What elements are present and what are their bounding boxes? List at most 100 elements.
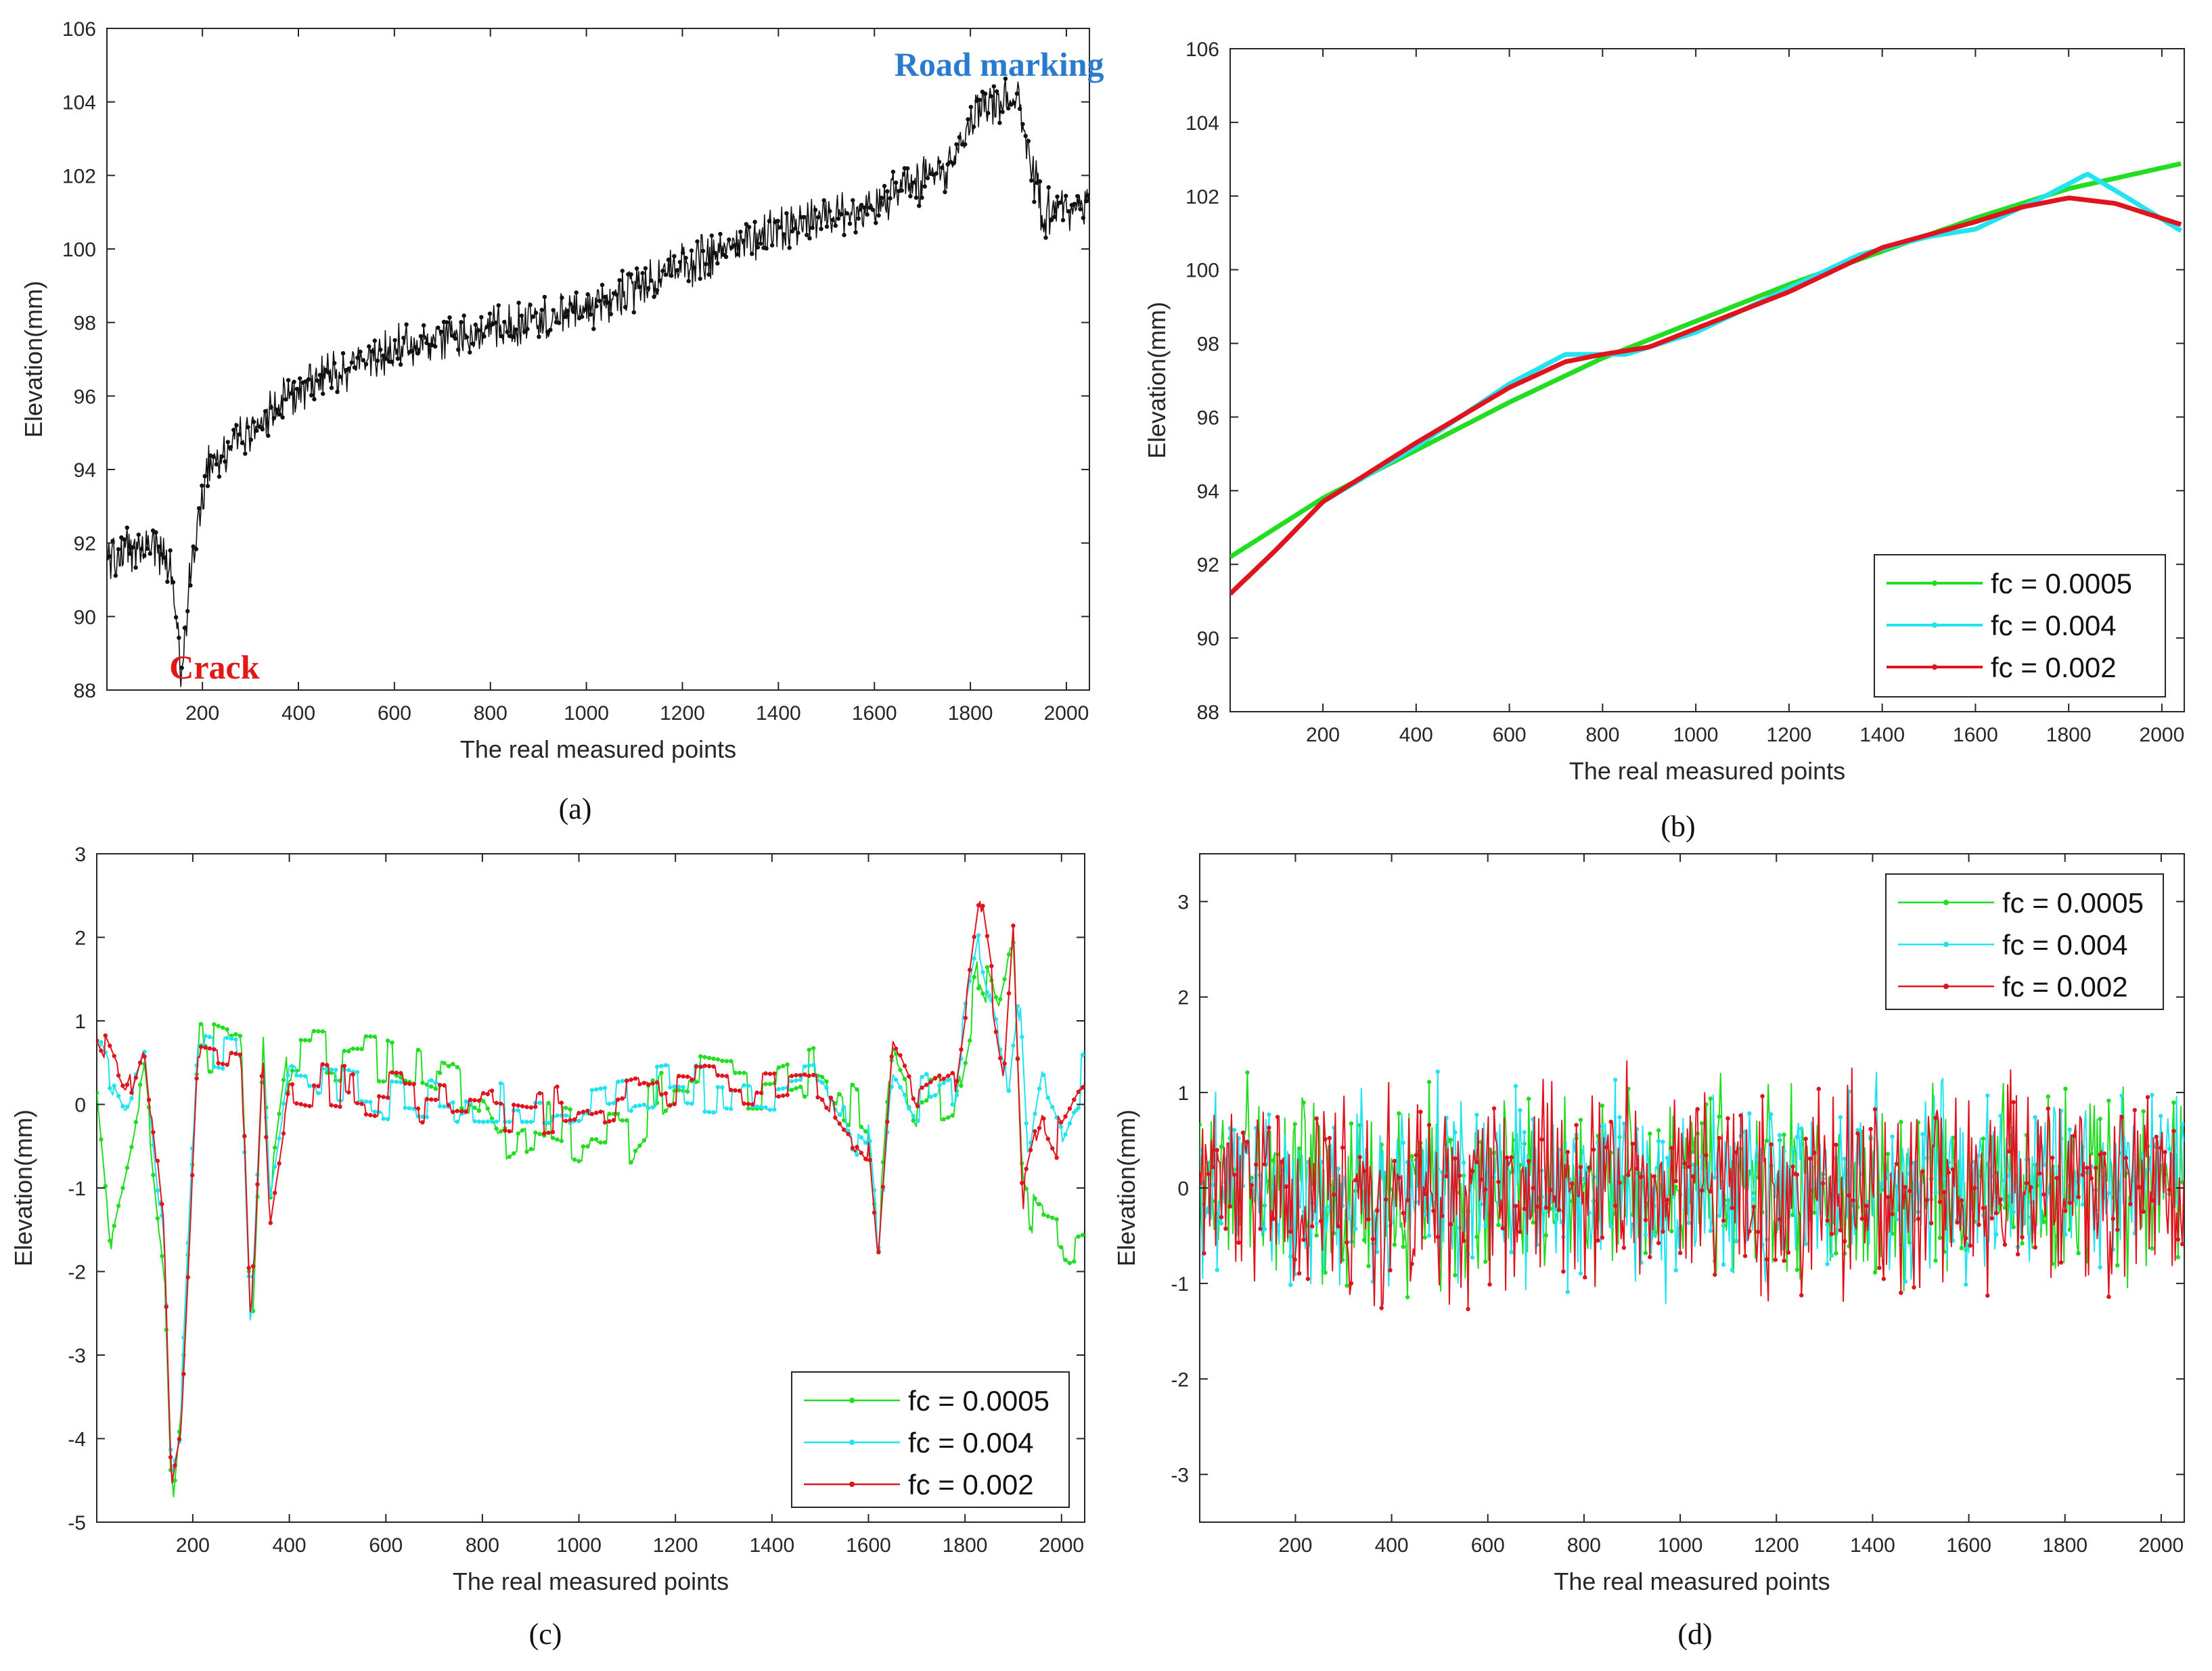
y-axis-label: Elevation(mm) [1112,1109,1140,1266]
data-point [1219,1221,1224,1226]
data-point [1223,1180,1228,1185]
data-point [415,1106,421,1111]
data-point [1977,1222,1981,1227]
data-point [794,1086,798,1091]
data-point [1392,1158,1397,1164]
data-point [841,1127,847,1132]
y-tick-label: 1 [74,1011,86,1033]
data-point [1539,1137,1544,1142]
data-point [1829,1253,1834,1258]
data-point [1565,1149,1570,1155]
data-point [1518,1108,1522,1113]
data-point [1894,1217,1899,1222]
annotation-road-marking: Road marking [895,45,1104,83]
data-point [1305,1277,1311,1281]
data-point [399,1080,403,1084]
data-point [1072,1097,1077,1102]
data-point [1639,1174,1644,1179]
data-point [2089,1176,2094,1181]
data-point [1041,1116,1046,1121]
data-point [607,1101,612,1106]
data-point [2180,1241,2184,1247]
legend-label: fc = 0.0005 [2002,887,2144,919]
y-tick-label: 92 [74,533,96,555]
x-tick-label: 2000 [1044,702,1089,725]
data-point [2046,1094,2050,1099]
data-point [968,105,974,110]
data-point [723,254,729,259]
y-tick-label: -5 [68,1512,86,1534]
data-point [212,1022,217,1027]
data-point [401,336,406,340]
x-tick-label: 200 [185,702,219,725]
data-point [528,1105,534,1110]
data-point [493,320,498,325]
data-point [1843,1156,1847,1162]
data-point [957,135,962,140]
data-point [1734,1150,1739,1155]
data-point [1409,1153,1414,1159]
data-point [972,934,976,940]
data-point [837,1112,842,1117]
data-point [905,166,910,171]
panel-caption: (b) [1661,810,1695,843]
data-point [801,214,807,220]
data-point [375,359,380,363]
data-point [311,1028,317,1034]
legend-label: fc = 0.004 [1991,610,2117,641]
data-point [363,1034,369,1039]
data-point [1466,1306,1470,1312]
data-point [937,1083,942,1089]
data-point [562,315,567,319]
data-point [1903,1185,1908,1190]
data-point [385,1117,390,1122]
data-point [963,1015,968,1020]
data-point [977,97,982,102]
data-point [1080,1085,1085,1090]
data-point [455,1119,459,1124]
x-axis-label: The real measured points [1554,1567,1830,1595]
data-point [2050,1155,2055,1160]
data-point [234,423,239,428]
data-point [1280,1159,1284,1164]
data-point [637,1103,642,1108]
x-tick-label: 1400 [1859,724,1905,746]
x-tick-label: 1400 [1850,1534,1895,1557]
data-point [706,1063,712,1069]
data-point [1946,1170,1951,1175]
data-point [2137,1185,2142,1190]
data-point [580,315,585,319]
data-point [2171,1100,2176,1105]
data-point [985,934,990,938]
data-point [197,506,202,511]
data-point [993,994,999,1000]
data-point [2033,1245,2037,1250]
data-point [650,1081,655,1086]
data-point [732,243,738,248]
data-point [433,1097,438,1102]
data-point [338,374,342,380]
data-point [1669,1145,1674,1151]
data-point [481,1120,486,1124]
data-point [859,1151,864,1155]
data-point [323,367,328,372]
data-point [1989,1216,1994,1221]
data-layer [1200,1060,2184,1312]
data-point [539,307,544,313]
data-point [225,440,230,444]
data-point [594,1110,599,1116]
data-point [1872,1107,1878,1112]
data-point [154,530,158,535]
data-point [585,292,590,297]
data-point [715,1084,721,1090]
x-tick-label: 800 [1567,1534,1601,1557]
data-point [420,1120,425,1125]
data-point [754,1104,759,1109]
data-point [842,233,847,237]
data-point [1006,991,1012,996]
data-point [1673,1268,1678,1273]
data-point [1058,200,1062,205]
data-point [2046,1190,2050,1195]
data-point [1903,1279,1908,1284]
data-point [148,551,152,556]
